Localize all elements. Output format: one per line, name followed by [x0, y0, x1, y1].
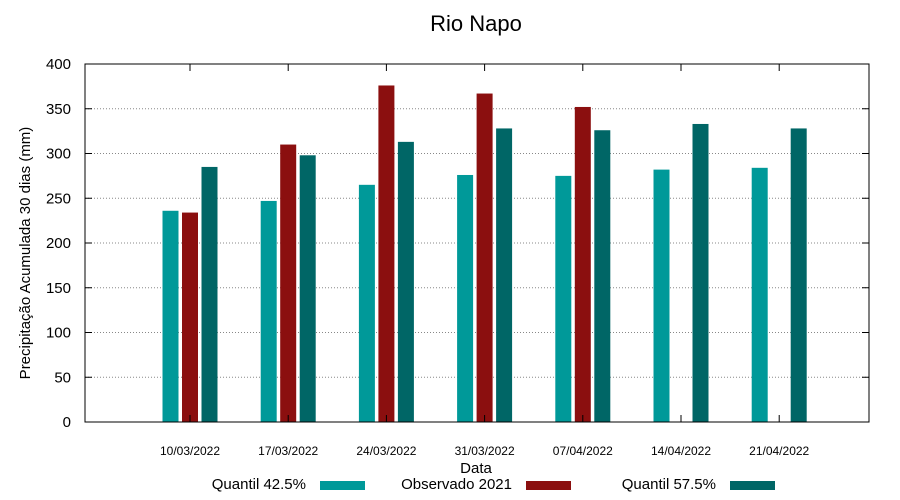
x-tick-label: 24/03/2022 [356, 444, 416, 458]
bar [358, 184, 375, 422]
y-tick-label: 150 [46, 280, 71, 297]
x-tick-label: 17/03/2022 [258, 444, 318, 458]
bar [574, 106, 591, 423]
bar [182, 212, 198, 422]
y-tick-label: 400 [46, 56, 71, 73]
x-axis-label: Data [460, 460, 492, 477]
y-tick-label: 0 [63, 414, 71, 431]
bar [260, 200, 277, 422]
x-tick-label: 31/03/2022 [455, 444, 515, 458]
legend-label: Observado 2021 [401, 476, 512, 493]
bar [201, 166, 218, 422]
bar [496, 128, 513, 422]
bar [476, 93, 493, 422]
legend-label: Quantil 42.5% [212, 476, 306, 493]
bar [594, 130, 611, 423]
x-tick-label: 14/04/2022 [651, 444, 711, 458]
bar [378, 85, 395, 422]
y-tick-label: 200 [46, 235, 71, 252]
x-tick-label: 07/04/2022 [553, 444, 613, 458]
bar [280, 144, 297, 423]
legend-swatch [526, 481, 571, 490]
y-tick-label: 350 [46, 101, 71, 118]
x-tick-label: 21/04/2022 [749, 444, 809, 458]
y-tick-label: 50 [54, 369, 71, 386]
bar [299, 155, 316, 423]
bar [397, 141, 414, 423]
bar [790, 128, 807, 422]
y-axis-label: Precipitação Acumulada 30 dias (mm) [17, 127, 34, 380]
y-tick-label: 100 [46, 325, 71, 342]
y-tick-label: 250 [46, 190, 71, 207]
bar [653, 169, 670, 422]
bar [555, 175, 572, 422]
y-tick-label: 300 [46, 146, 71, 163]
bar [751, 167, 768, 422]
bar [692, 123, 709, 422]
bar [162, 210, 179, 422]
bar [457, 174, 474, 422]
bars [162, 85, 807, 423]
legend-swatch [320, 481, 365, 490]
x-tick-label: 10/03/2022 [160, 444, 220, 458]
legend: Quantil 42.5% Observado 2021 Quantil 57.5% [212, 476, 775, 493]
legend-label: Quantil 57.5% [622, 476, 716, 493]
axes: 0 50 100 150 200 250 300 350 400 10/03/2022 17/03/… [46, 56, 869, 458]
legend-swatch [730, 481, 775, 490]
chart-title: Rio Napo [430, 11, 522, 36]
